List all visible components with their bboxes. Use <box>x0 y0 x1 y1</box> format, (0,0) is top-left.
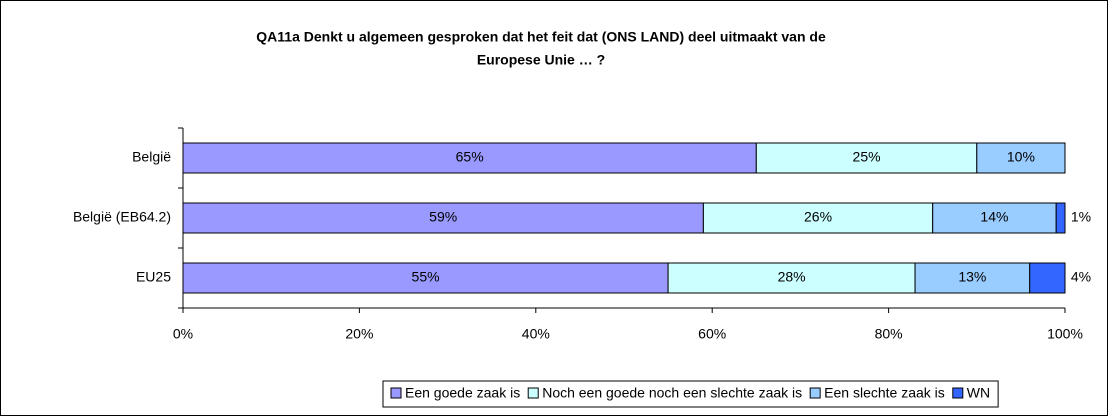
data-label: 59% <box>429 209 457 225</box>
legend-label: WN <box>967 385 990 401</box>
data-label: 55% <box>412 269 440 285</box>
category-label: EU25 <box>136 269 171 285</box>
legend-swatch <box>809 387 821 399</box>
bar-segment <box>914 262 1031 294</box>
x-tick-label: 80% <box>875 326 903 342</box>
data-label: 4% <box>1071 269 1091 285</box>
legend-label: Noch een goede noch een slechte zaak is <box>542 385 802 401</box>
category-label: België (EB64.2) <box>73 209 171 225</box>
bar-segment <box>667 262 916 294</box>
data-label: 10% <box>1007 149 1035 165</box>
data-label: 25% <box>853 149 881 165</box>
x-tick-label: 20% <box>345 326 373 342</box>
chart-subtitle: Europese Unie … ? <box>477 52 605 68</box>
x-tick-label: 40% <box>522 326 550 342</box>
legend-label: Een goede zaak is <box>405 385 520 401</box>
bar-segment <box>976 142 1066 174</box>
data-label: 13% <box>958 269 986 285</box>
data-label: 28% <box>778 269 806 285</box>
data-label: 26% <box>804 209 832 225</box>
data-label: 14% <box>980 209 1008 225</box>
x-tick-label: 0% <box>173 326 193 342</box>
x-tick-label: 60% <box>698 326 726 342</box>
category-label: België <box>132 149 171 165</box>
legend-label: Een slechte zaak is <box>824 385 945 401</box>
legend-box <box>382 380 999 408</box>
bar-segment <box>1029 262 1066 294</box>
bar-segment <box>755 142 978 174</box>
bar-segment <box>182 202 704 234</box>
bar-segment <box>1055 202 1066 234</box>
data-label: 1% <box>1071 209 1091 225</box>
x-tick-label: 100% <box>1047 326 1083 342</box>
bar-segment <box>182 142 757 174</box>
bar-segment <box>702 202 934 234</box>
bar-segment <box>932 202 1057 234</box>
legend-swatch <box>527 387 539 399</box>
legend-swatch <box>952 387 964 399</box>
chart-title: QA11a Denkt u algemeen gesproken dat het… <box>256 29 826 45</box>
legend-swatch <box>390 387 402 399</box>
data-label: 65% <box>456 149 484 165</box>
